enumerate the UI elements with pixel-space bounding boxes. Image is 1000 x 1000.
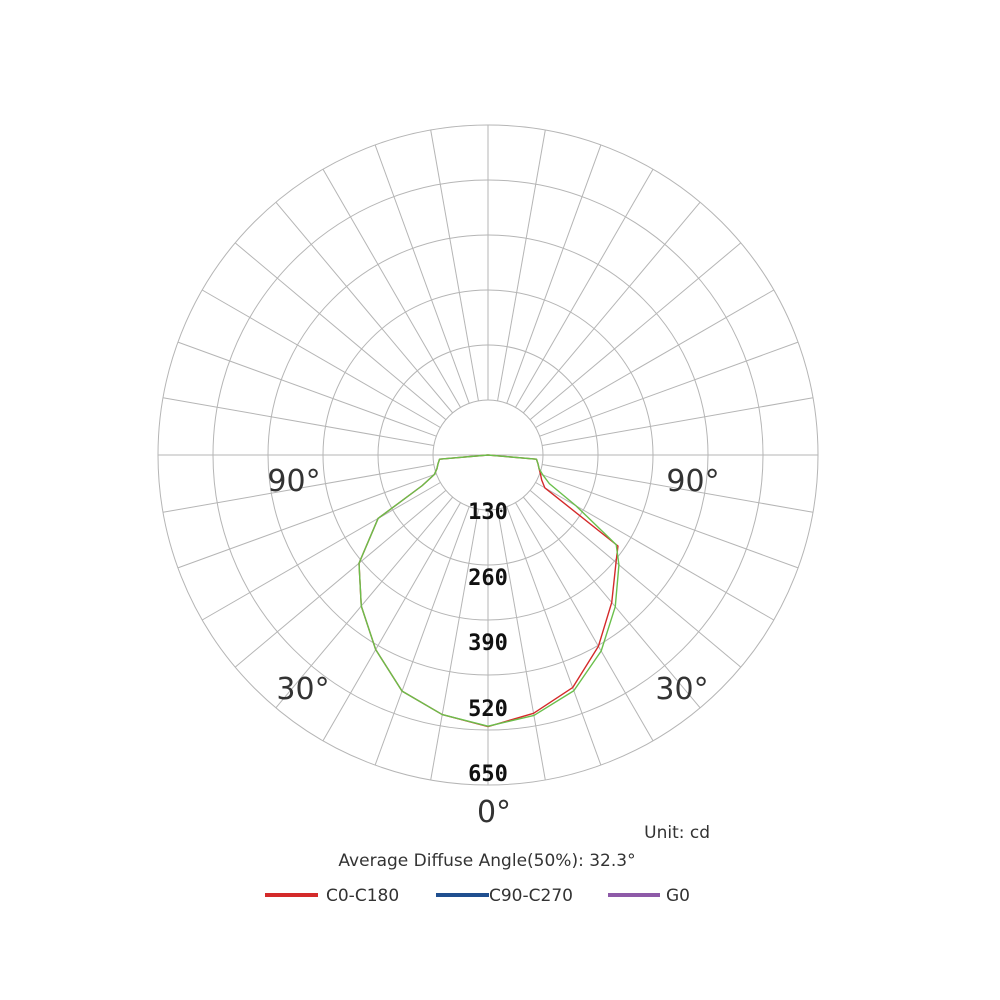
ring-label-130: 130 — [468, 500, 508, 525]
grid-spoke — [497, 129, 546, 401]
unit-text: Unit: cd — [644, 823, 710, 843]
ring-label-650: 650 — [468, 762, 508, 787]
grid-spoke — [177, 341, 437, 437]
grid-spoke — [497, 509, 546, 781]
grid-spoke — [506, 144, 602, 404]
angle-label-right-30: 30° — [655, 672, 708, 707]
legend-label-g0: G0 — [666, 886, 690, 906]
grid-spoke — [322, 502, 461, 742]
grid-spoke — [535, 289, 775, 428]
legend-label-c0-c180: C0-C180 — [326, 886, 399, 906]
grid-spoke — [430, 509, 479, 781]
grid-spoke — [506, 506, 602, 766]
legend-label-c90-c270: C90-C270 — [489, 886, 573, 906]
grid-spoke — [515, 502, 654, 742]
grid-spoke — [374, 506, 470, 766]
grid-spoke — [322, 168, 461, 408]
grid-spoke — [162, 464, 434, 513]
grid-spoke — [529, 242, 742, 421]
series-lines — [358, 454, 620, 728]
angle-label-right-90: 90° — [666, 464, 719, 499]
grid-spoke — [275, 496, 454, 709]
grid-spoke — [201, 289, 441, 428]
grid-spoke — [539, 473, 799, 569]
angle-label-bottom-0: 0° — [477, 795, 511, 830]
angle-label-left-90: 90° — [267, 464, 320, 499]
ring-label-390: 390 — [468, 631, 508, 656]
grid-spoke — [542, 464, 814, 513]
grid-spoke — [201, 482, 441, 621]
legend: C0-C180 C90-C270 G0 — [265, 886, 690, 906]
grid-spoke — [542, 397, 814, 446]
grid-spoke — [539, 341, 799, 437]
grid-spoke — [177, 473, 437, 569]
ring-label-520: 520 — [468, 697, 508, 722]
grid-spoke — [275, 201, 454, 414]
grid-spoke — [162, 397, 434, 446]
series-line-g0 — [358, 454, 620, 727]
ring-label-260: 260 — [468, 566, 508, 591]
grid-spoke — [522, 201, 701, 414]
diffuse-angle-text: Average Diffuse Angle(50%): 32.3° — [338, 851, 635, 871]
grid-spoke — [529, 489, 742, 668]
grid-spoke — [515, 168, 654, 408]
grid-spoke — [374, 144, 470, 404]
angle-label-left-30: 30° — [276, 672, 329, 707]
grid-spoke — [234, 242, 447, 421]
grid-spoke — [430, 129, 479, 401]
grid-spoke — [234, 489, 447, 668]
